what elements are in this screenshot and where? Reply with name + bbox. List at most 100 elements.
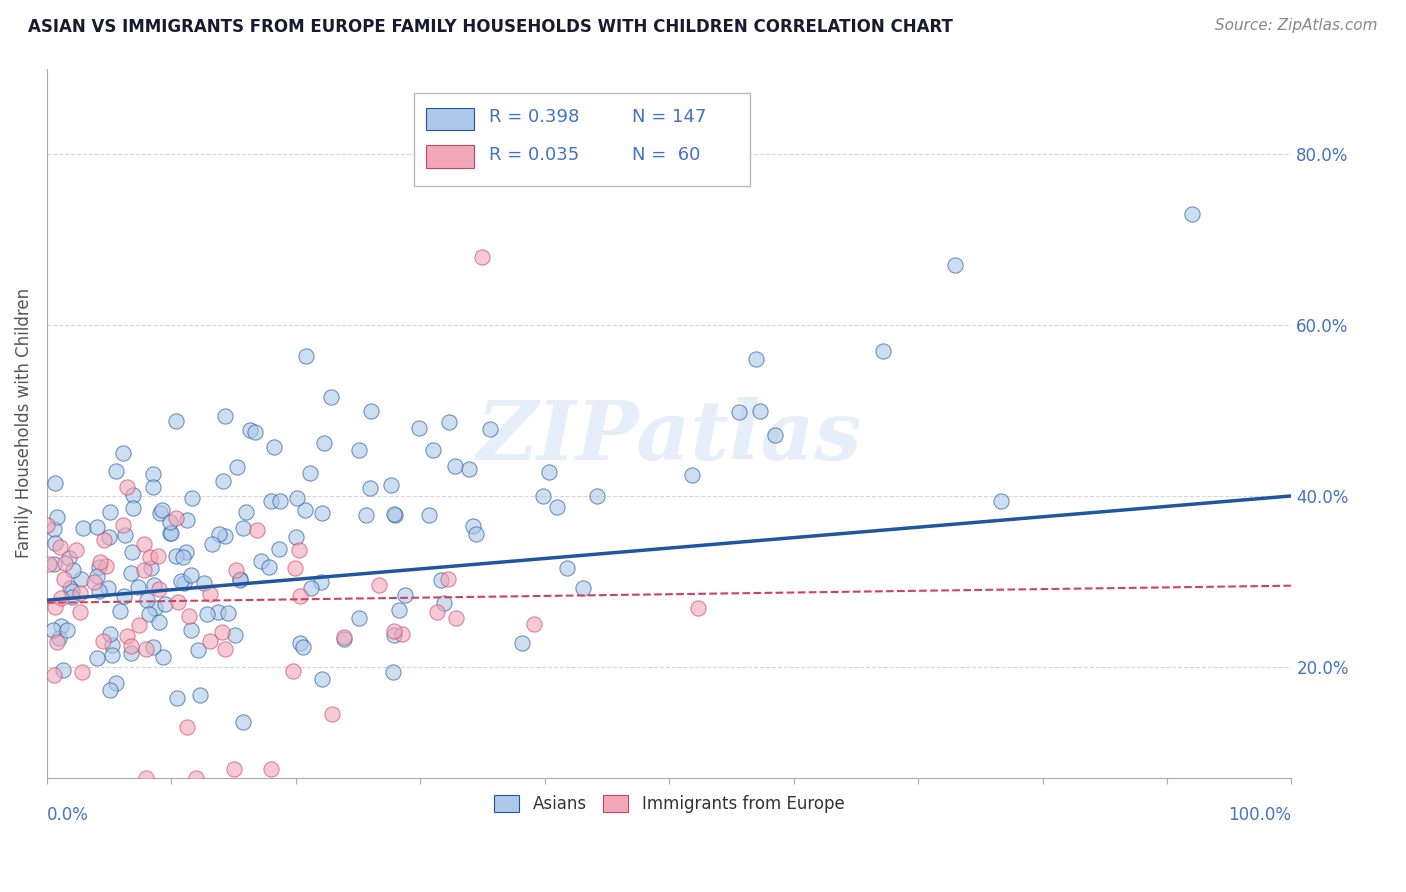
Point bbox=[86, 651, 108, 665]
Point bbox=[69, 586, 91, 600]
Point bbox=[537, 466, 560, 480]
Point bbox=[70, 665, 93, 680]
Point bbox=[172, 550, 194, 565]
Point bbox=[225, 563, 247, 577]
Point bbox=[382, 628, 405, 642]
Point bbox=[311, 506, 333, 520]
Point bbox=[148, 615, 170, 629]
Point bbox=[287, 542, 309, 557]
FancyBboxPatch shape bbox=[426, 145, 474, 168]
Point bbox=[382, 624, 405, 638]
Point bbox=[72, 521, 94, 535]
Point bbox=[115, 480, 138, 494]
Point bbox=[42, 523, 65, 537]
Point bbox=[260, 763, 283, 777]
Point bbox=[115, 629, 138, 643]
Point bbox=[463, 519, 485, 533]
Point bbox=[197, 780, 219, 794]
Point bbox=[380, 478, 402, 492]
Point bbox=[382, 508, 405, 522]
Point bbox=[263, 441, 285, 455]
Point bbox=[97, 530, 120, 544]
Point bbox=[321, 707, 343, 722]
Point bbox=[311, 673, 333, 687]
Point bbox=[360, 404, 382, 418]
Point bbox=[176, 513, 198, 527]
Point bbox=[433, 596, 456, 610]
Point bbox=[148, 506, 170, 520]
Point bbox=[160, 526, 183, 541]
Point bbox=[112, 446, 135, 460]
Point bbox=[235, 505, 257, 519]
Text: N = 147: N = 147 bbox=[631, 109, 706, 127]
Point bbox=[287, 491, 309, 506]
Point bbox=[150, 502, 173, 516]
Point bbox=[96, 559, 118, 574]
Point bbox=[333, 632, 356, 647]
Point bbox=[181, 491, 204, 505]
Point bbox=[356, 508, 378, 523]
Point bbox=[312, 435, 335, 450]
Point bbox=[46, 510, 69, 524]
Point bbox=[89, 555, 111, 569]
Point bbox=[243, 425, 266, 439]
Point bbox=[136, 592, 159, 607]
Point bbox=[225, 459, 247, 474]
Point bbox=[120, 640, 142, 654]
Point bbox=[269, 494, 291, 508]
Text: 100.0%: 100.0% bbox=[1229, 806, 1292, 824]
Point bbox=[572, 581, 595, 595]
Point bbox=[174, 545, 197, 559]
Point bbox=[292, 640, 315, 655]
Point bbox=[288, 589, 311, 603]
Point bbox=[166, 691, 188, 706]
Point bbox=[212, 475, 235, 489]
Point bbox=[110, 604, 132, 618]
Point bbox=[681, 467, 703, 482]
Point bbox=[44, 557, 66, 571]
Point bbox=[872, 343, 894, 358]
Point bbox=[299, 581, 322, 595]
Point bbox=[49, 591, 72, 605]
Point bbox=[69, 605, 91, 619]
Point bbox=[471, 250, 494, 264]
Text: R = 0.035: R = 0.035 bbox=[489, 146, 579, 164]
Point bbox=[439, 415, 461, 429]
Point bbox=[89, 584, 111, 599]
Point bbox=[347, 611, 370, 625]
Point bbox=[384, 508, 406, 522]
Point bbox=[430, 574, 453, 588]
Point bbox=[98, 683, 121, 698]
Point bbox=[142, 467, 165, 482]
Point bbox=[146, 549, 169, 563]
Point bbox=[284, 560, 307, 574]
Point bbox=[65, 543, 87, 558]
Point bbox=[478, 422, 501, 436]
Point bbox=[309, 574, 332, 589]
Point bbox=[176, 720, 198, 734]
Point bbox=[201, 537, 224, 551]
Point bbox=[128, 618, 150, 632]
Point bbox=[87, 560, 110, 574]
Point bbox=[207, 606, 229, 620]
Point bbox=[44, 475, 66, 490]
Point bbox=[745, 352, 768, 367]
Point bbox=[193, 575, 215, 590]
Point bbox=[114, 527, 136, 541]
Point bbox=[1181, 207, 1204, 221]
Point bbox=[165, 549, 187, 563]
Y-axis label: Family Households with Children: Family Households with Children bbox=[15, 288, 32, 558]
Point bbox=[98, 505, 121, 519]
Point bbox=[37, 518, 59, 533]
Point bbox=[186, 771, 208, 785]
Point bbox=[138, 550, 160, 565]
Point bbox=[41, 623, 63, 637]
Point bbox=[38, 558, 60, 572]
Point bbox=[945, 258, 967, 272]
Point bbox=[728, 405, 751, 419]
Point bbox=[228, 574, 250, 588]
Point bbox=[111, 518, 134, 533]
Point bbox=[44, 600, 66, 615]
Point bbox=[394, 589, 416, 603]
Point bbox=[288, 636, 311, 650]
